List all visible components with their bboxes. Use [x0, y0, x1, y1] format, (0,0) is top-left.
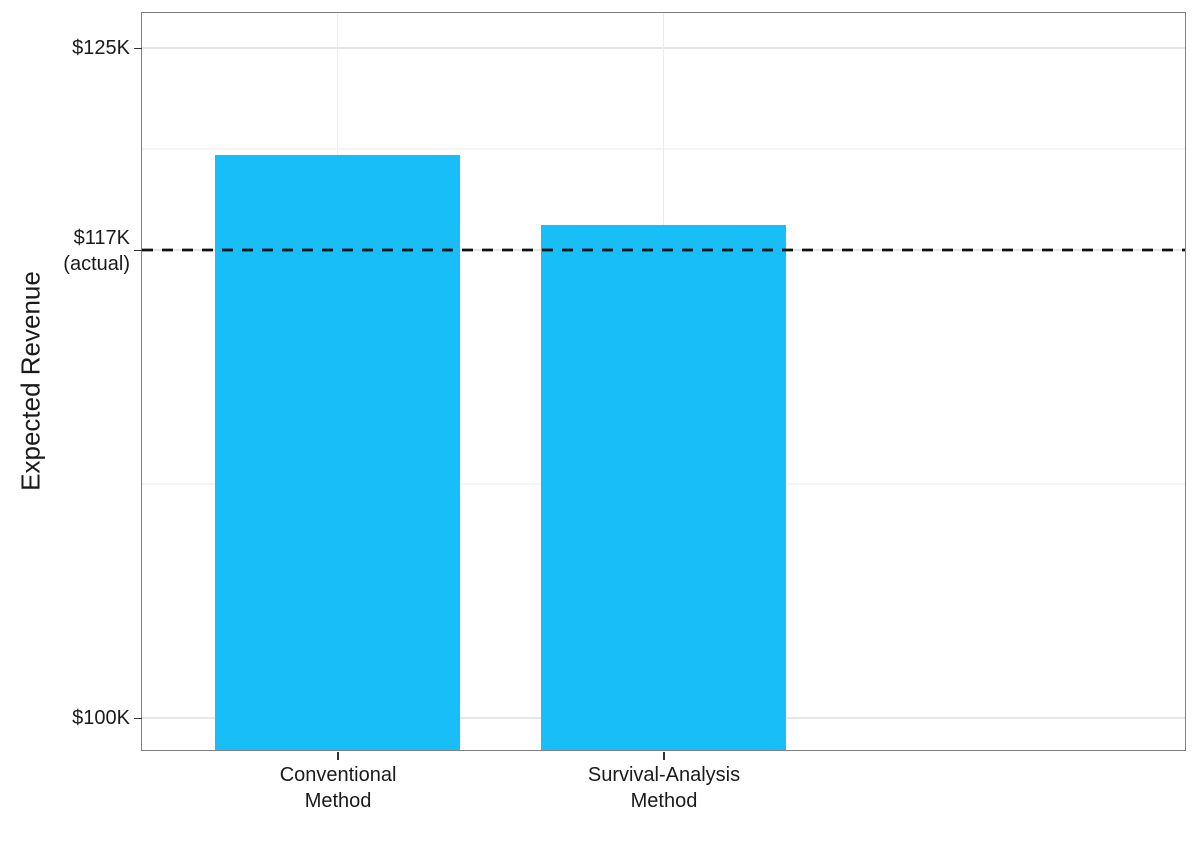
plot-panel [141, 12, 1186, 751]
y-axis-tick [133, 249, 142, 252]
x-tick-label-survival-analysis-method: Survival-Analysis Method [504, 762, 824, 814]
y-axis-tick [133, 717, 142, 720]
x-tick-label-conventional-method: Conventional Method [178, 762, 498, 814]
y-tick-label-line: (actual) [63, 252, 130, 275]
bar-survival-analysis-method [541, 224, 786, 750]
y-tick-label-line: $117K [73, 226, 130, 249]
x-tick-label-line: Survival-Analysis [587, 764, 741, 786]
actual-revenue-reference-line [142, 248, 1185, 252]
y-tick-label: $125K [0, 35, 130, 61]
y-tick-label-line: $125K [72, 37, 130, 60]
y-tick-label: $100K [0, 705, 130, 731]
x-tick-label-line: Method [630, 790, 698, 812]
y-axis-title: Expected Revenue [15, 271, 46, 491]
x-axis-tick [337, 752, 339, 760]
x-tick-label-line: Conventional [279, 764, 397, 786]
x-tick-label-line: Method [304, 790, 372, 812]
bar-conventional-method [215, 155, 460, 750]
x-axis-tick [663, 752, 665, 760]
y-tick-label-line: $100K [72, 707, 130, 730]
y-axis-tick [133, 47, 142, 50]
y-tick-label: $117K (actual) [0, 225, 130, 277]
